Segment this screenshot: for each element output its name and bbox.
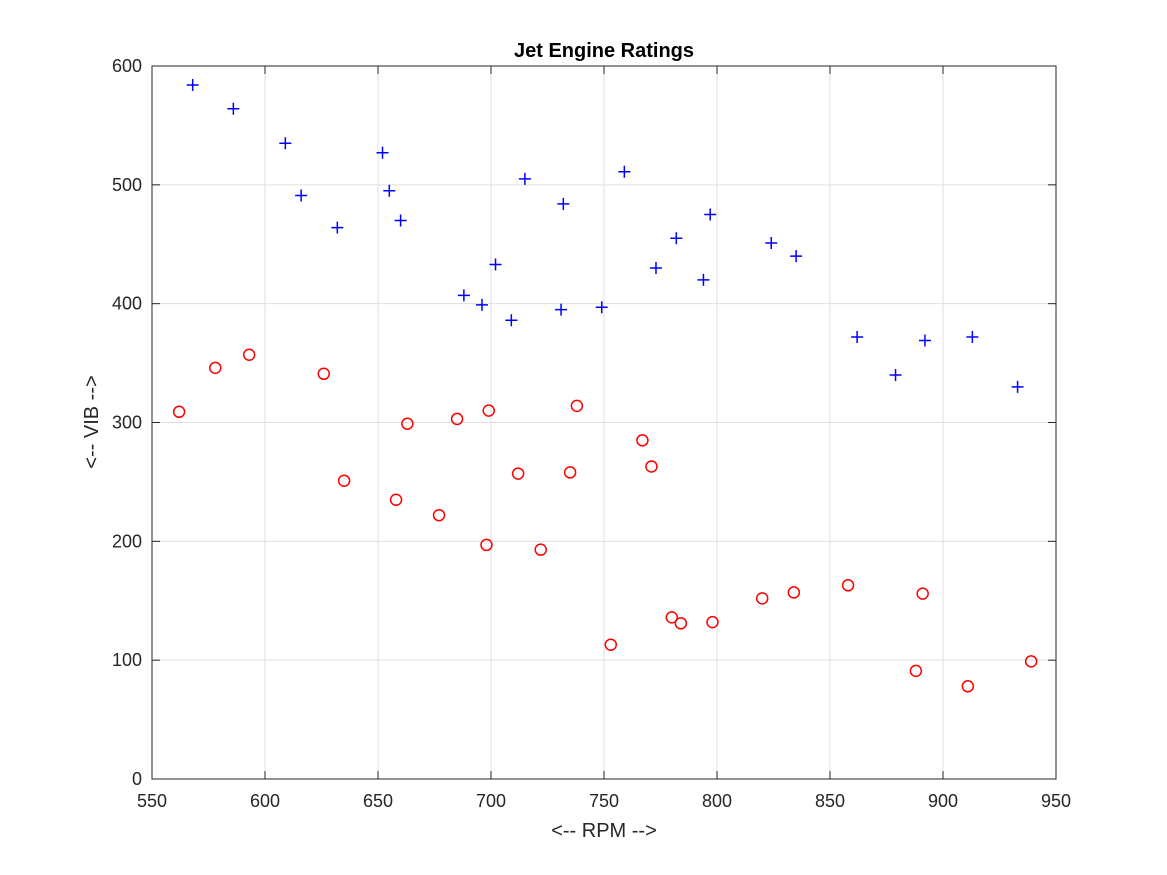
series-2-circle-markers bbox=[172, 348, 1038, 693]
plus-marker bbox=[697, 273, 710, 286]
plus-marker bbox=[505, 314, 518, 327]
plus-marker bbox=[851, 330, 864, 343]
plus-marker bbox=[383, 184, 396, 197]
plus-marker bbox=[649, 262, 662, 275]
plus-marker bbox=[557, 197, 570, 210]
circle-marker bbox=[570, 399, 584, 413]
axis-ticks: 550 600 650 700 750 800 850 900 950 0 100 200 300 400… bbox=[112, 56, 1071, 811]
x-tick-label: 900 bbox=[928, 791, 958, 811]
circle-marker bbox=[209, 361, 222, 375]
circle-marker bbox=[706, 615, 719, 629]
plus-marker bbox=[704, 208, 717, 221]
data-markers bbox=[172, 79, 1038, 693]
plus-marker bbox=[279, 137, 292, 150]
x-tick-label: 650 bbox=[363, 791, 393, 811]
circle-marker bbox=[401, 417, 414, 430]
grid-lines bbox=[152, 66, 1056, 779]
x-tick-label: 700 bbox=[476, 791, 506, 811]
x-tick-label: 950 bbox=[1041, 791, 1071, 811]
circle-marker bbox=[1024, 655, 1038, 668]
plus-marker bbox=[227, 102, 240, 115]
circle-marker bbox=[961, 680, 975, 693]
circle-marker bbox=[432, 508, 446, 522]
circle-marker bbox=[636, 434, 649, 447]
x-tick-label: 550 bbox=[137, 791, 167, 811]
circle-marker bbox=[787, 586, 801, 599]
y-tick-label: 100 bbox=[112, 650, 142, 670]
plus-marker bbox=[475, 298, 488, 311]
circle-marker bbox=[665, 611, 679, 624]
y-tick-label: 200 bbox=[112, 531, 142, 551]
y-tick-label: 400 bbox=[112, 294, 142, 314]
circle-marker bbox=[563, 466, 577, 479]
circle-marker bbox=[480, 538, 493, 552]
x-tick-label: 750 bbox=[589, 791, 619, 811]
y-tick-label: 0 bbox=[132, 769, 142, 789]
circle-marker bbox=[909, 664, 923, 678]
circle-marker bbox=[755, 592, 769, 605]
plus-marker bbox=[670, 232, 683, 245]
plus-marker bbox=[918, 334, 931, 347]
circle-marker bbox=[389, 493, 403, 506]
plus-marker bbox=[1011, 380, 1024, 393]
circle-marker bbox=[511, 467, 525, 480]
x-tick-label: 800 bbox=[702, 791, 732, 811]
plus-marker bbox=[555, 303, 568, 316]
plus-marker bbox=[376, 146, 389, 159]
plus-marker bbox=[331, 221, 344, 234]
circle-marker bbox=[337, 474, 351, 487]
circle-marker bbox=[450, 412, 464, 426]
plus-marker bbox=[394, 214, 407, 227]
plus-marker bbox=[295, 189, 308, 202]
plus-marker bbox=[489, 258, 502, 271]
plus-marker bbox=[790, 250, 803, 263]
chart-title: Jet Engine Ratings bbox=[514, 40, 694, 62]
plus-marker bbox=[457, 289, 470, 302]
plus-marker bbox=[889, 368, 902, 381]
plus-marker bbox=[595, 301, 608, 314]
circle-marker bbox=[172, 405, 186, 419]
circle-marker bbox=[604, 638, 618, 651]
x-tick-label: 600 bbox=[250, 791, 280, 811]
circle-marker bbox=[645, 460, 658, 473]
x-tick-label: 850 bbox=[815, 791, 845, 811]
circle-marker bbox=[242, 348, 256, 362]
circle-marker bbox=[674, 617, 688, 630]
circle-marker bbox=[841, 579, 855, 592]
plus-marker bbox=[618, 165, 631, 178]
circle-marker bbox=[317, 367, 331, 381]
y-tick-label: 300 bbox=[112, 413, 142, 433]
series-1-plus-markers bbox=[186, 79, 1024, 393]
circle-marker bbox=[916, 587, 929, 600]
plus-marker bbox=[966, 330, 979, 343]
plus-marker bbox=[186, 79, 199, 92]
plus-marker bbox=[765, 237, 778, 250]
y-tick-label: 500 bbox=[112, 175, 142, 195]
circle-marker bbox=[534, 543, 547, 556]
y-tick-label: 600 bbox=[112, 56, 142, 76]
plus-marker bbox=[518, 172, 531, 185]
x-axis-title: <-- RPM --> bbox=[551, 820, 657, 842]
circle-marker bbox=[482, 404, 495, 417]
y-axis-title: <-- VIB --> bbox=[81, 375, 103, 468]
